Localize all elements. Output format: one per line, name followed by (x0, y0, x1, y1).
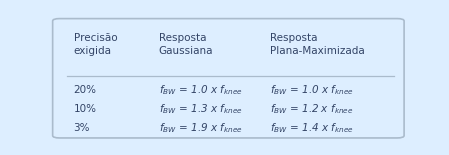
Text: Resposta
Plana-Maximizada: Resposta Plana-Maximizada (270, 33, 365, 56)
Text: 3%: 3% (74, 123, 90, 133)
Text: $f_{\mathregular{BW}}$ = 1.0 x $f_{\mathregular{knee}}$: $f_{\mathregular{BW}}$ = 1.0 x $f_{\math… (270, 83, 354, 97)
Text: 20%: 20% (74, 85, 97, 95)
FancyBboxPatch shape (53, 19, 404, 138)
Text: Precisão
exigida: Precisão exigida (74, 33, 117, 56)
Text: 10%: 10% (74, 104, 97, 114)
Text: Resposta
Gaussiana: Resposta Gaussiana (159, 33, 213, 56)
Text: $f_{\mathregular{BW}}$ = 1.2 x $f_{\mathregular{knee}}$: $f_{\mathregular{BW}}$ = 1.2 x $f_{\math… (270, 102, 354, 116)
Text: $f_{\mathregular{BW}}$ = 1.3 x $f_{\mathregular{knee}}$: $f_{\mathregular{BW}}$ = 1.3 x $f_{\math… (159, 102, 242, 116)
Text: $f_{\mathregular{BW}}$ = 1.9 x $f_{\mathregular{knee}}$: $f_{\mathregular{BW}}$ = 1.9 x $f_{\math… (159, 122, 242, 135)
Text: $f_{\mathregular{BW}}$ = 1.4 x $f_{\mathregular{knee}}$: $f_{\mathregular{BW}}$ = 1.4 x $f_{\math… (270, 122, 354, 135)
Text: $f_{\mathregular{BW}}$ = 1.0 x $f_{\mathregular{knee}}$: $f_{\mathregular{BW}}$ = 1.0 x $f_{\math… (159, 83, 242, 97)
